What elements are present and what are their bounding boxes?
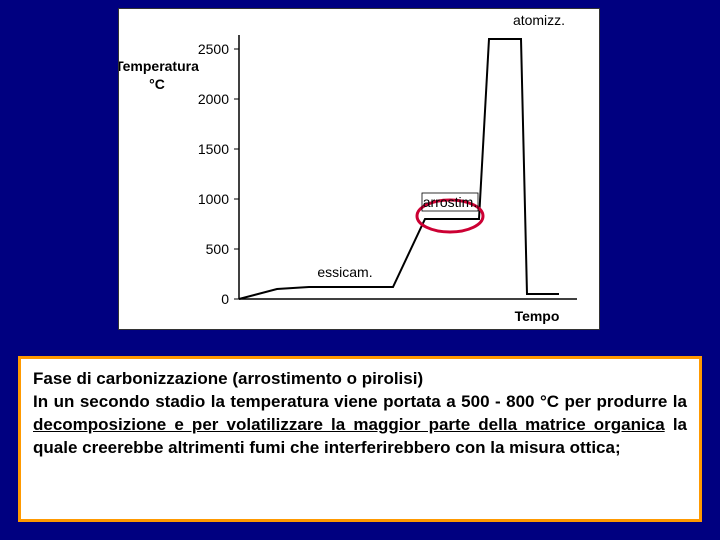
- ytick-1000: 1000: [198, 191, 229, 207]
- annot-essicam: essicam.: [317, 264, 372, 280]
- x-axis-label: Tempo: [515, 308, 560, 324]
- caption-pre: In un secondo stadio la temperatura vien…: [33, 392, 687, 411]
- temperature-curve: [239, 39, 559, 299]
- y-ticks: 0 500 1000 1500 2000 2500: [198, 41, 239, 307]
- y-axis-label-2: °C: [149, 76, 165, 92]
- caption-underline: decomposizione e per volatilizzare la ma…: [33, 415, 665, 434]
- annot-arrostim: arrostim.: [423, 194, 477, 210]
- ytick-0: 0: [221, 291, 229, 307]
- chart-container: 0 500 1000 1500 2000 2500 Temperatura °C…: [118, 8, 600, 330]
- ytick-2500: 2500: [198, 41, 229, 57]
- slide-root: 0 500 1000 1500 2000 2500 Temperatura °C…: [0, 0, 720, 540]
- temperature-time-chart: 0 500 1000 1500 2000 2500 Temperatura °C…: [119, 9, 599, 329]
- annot-atomizz: atomizz.: [513, 12, 565, 28]
- caption-title: Fase di carbonizzazione (arrostimento o …: [33, 369, 687, 389]
- caption-box: Fase di carbonizzazione (arrostimento o …: [18, 356, 702, 522]
- y-axis-label-1: Temperatura: [119, 58, 199, 74]
- ytick-1500: 1500: [198, 141, 229, 157]
- ytick-2000: 2000: [198, 91, 229, 107]
- ytick-500: 500: [206, 241, 230, 257]
- caption-body: In un secondo stadio la temperatura vien…: [33, 391, 687, 460]
